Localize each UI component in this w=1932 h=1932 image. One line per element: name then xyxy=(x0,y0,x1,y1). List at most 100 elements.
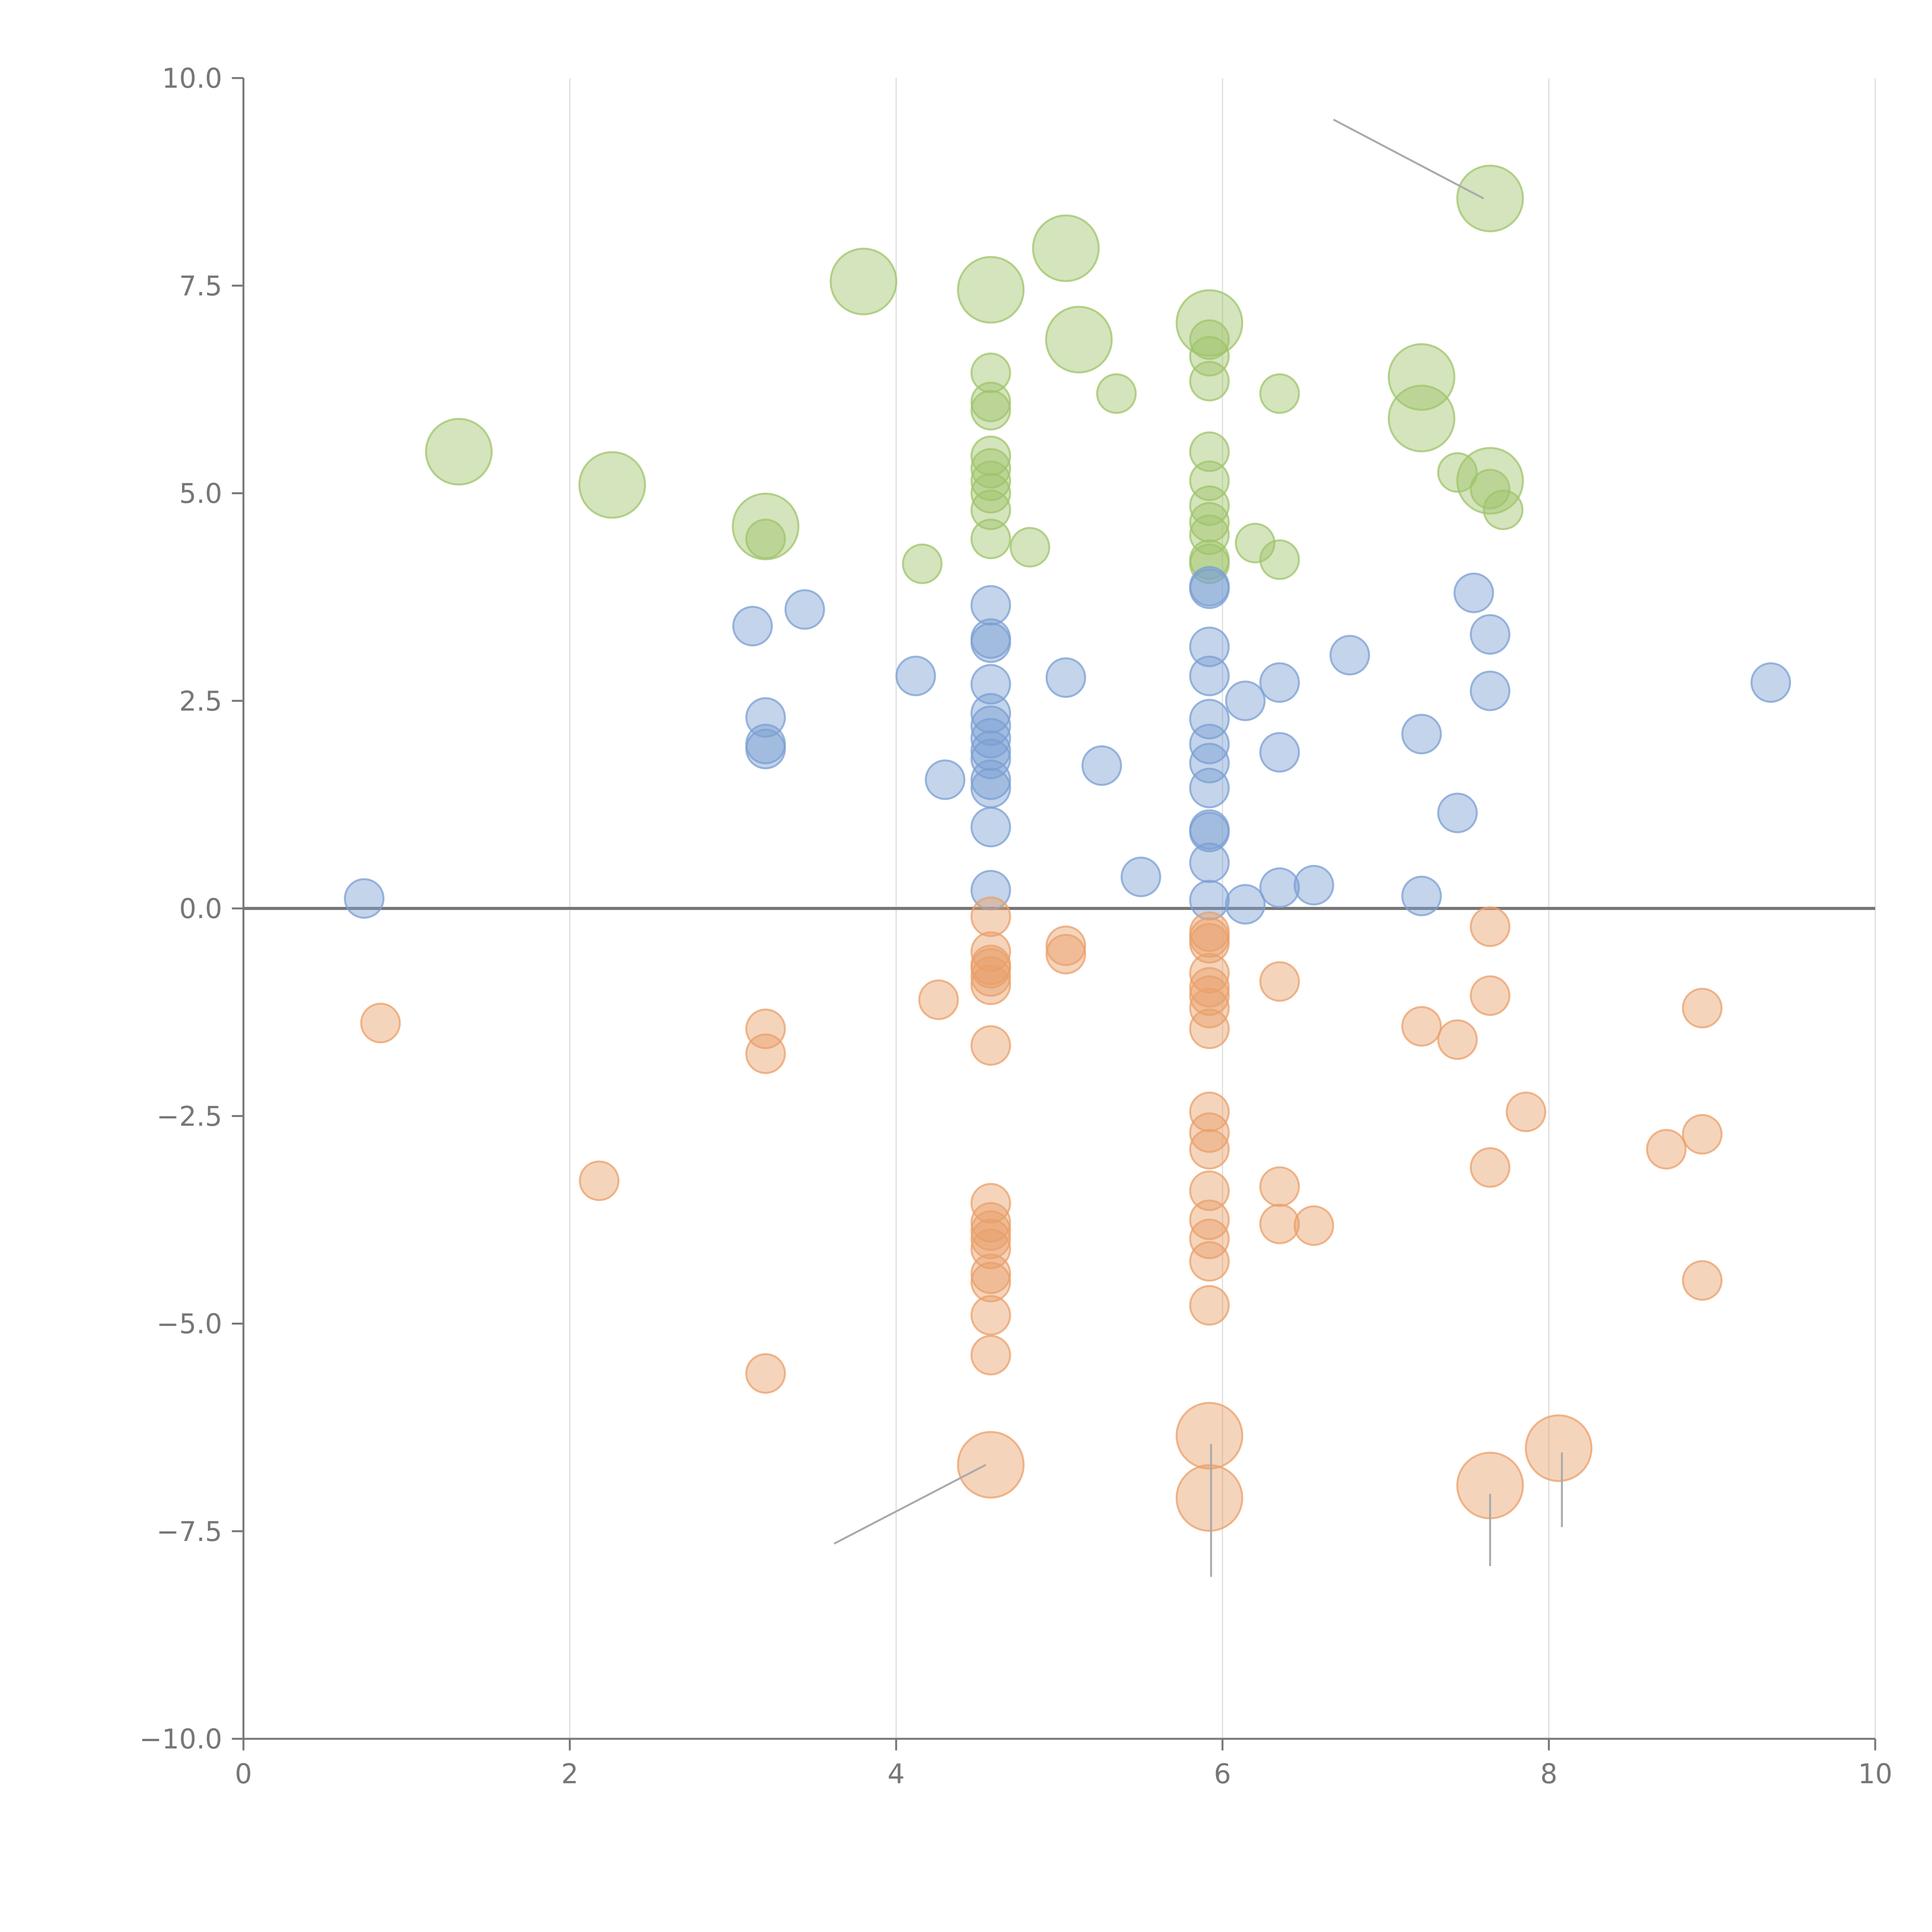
data-point xyxy=(970,759,1011,800)
leader-lines xyxy=(833,119,1563,1577)
leader-line xyxy=(1333,119,1484,199)
data-point xyxy=(970,730,1011,771)
data-point xyxy=(1469,906,1510,947)
data-point xyxy=(1469,469,1510,510)
data-point xyxy=(970,460,1011,501)
y-tick-label: 0.0 xyxy=(179,893,222,925)
data-point xyxy=(1259,539,1300,580)
data-point xyxy=(344,878,385,919)
data-point xyxy=(1189,1112,1230,1153)
data-point xyxy=(1189,1009,1230,1049)
data-point xyxy=(1235,522,1276,563)
series-green xyxy=(425,165,1524,584)
data-point xyxy=(1329,635,1370,676)
data-point xyxy=(1259,732,1300,773)
data-point xyxy=(1225,680,1266,721)
data-point xyxy=(1483,489,1524,530)
data-point xyxy=(1401,1006,1442,1047)
series-orange xyxy=(360,896,1723,1532)
data-point xyxy=(970,1218,1011,1259)
data-point xyxy=(970,738,1011,779)
data-point xyxy=(745,1009,786,1049)
data-point xyxy=(1189,842,1230,883)
y-tick-label: 5.0 xyxy=(179,478,222,510)
data-point xyxy=(1682,1260,1723,1301)
y-tick-label: −5.0 xyxy=(156,1308,222,1340)
data-point xyxy=(1225,884,1266,925)
data-point xyxy=(360,1003,401,1044)
data-point xyxy=(1189,1285,1230,1326)
y-tick-label: 10.0 xyxy=(162,63,222,94)
data-point xyxy=(1469,670,1510,711)
data-point xyxy=(1189,336,1230,377)
data-point xyxy=(1456,165,1524,233)
data-point xyxy=(731,492,799,560)
data-point xyxy=(745,1033,786,1074)
data-point xyxy=(579,1160,620,1201)
data-point xyxy=(1469,975,1510,1016)
x-tick-label: 2 xyxy=(561,1758,578,1790)
data-point xyxy=(784,589,825,630)
data-point xyxy=(1469,614,1510,655)
data-point xyxy=(745,728,786,769)
data-point xyxy=(1189,460,1230,501)
data-point xyxy=(970,693,1011,734)
data-point xyxy=(1189,975,1230,1016)
data-point xyxy=(970,390,1011,431)
data-point xyxy=(1259,867,1300,908)
data-point xyxy=(1189,1241,1230,1282)
data-point xyxy=(1437,1019,1478,1060)
data-point xyxy=(970,473,1011,514)
data-point xyxy=(970,1335,1011,1376)
data-point xyxy=(745,519,786,560)
data-point xyxy=(1045,934,1086,975)
data-point xyxy=(970,622,1011,663)
data-point xyxy=(1175,1402,1243,1470)
data-point xyxy=(1189,626,1230,667)
data-point xyxy=(970,1210,1011,1251)
data-point xyxy=(1189,923,1230,964)
data-point xyxy=(970,767,1011,808)
x-tick-label: 10 xyxy=(1858,1758,1892,1790)
data-point xyxy=(902,543,943,584)
data-point xyxy=(970,448,1011,489)
data-point xyxy=(970,352,1011,393)
data-point xyxy=(1401,876,1442,917)
data-point xyxy=(578,451,646,519)
data-point xyxy=(957,256,1025,324)
data-point xyxy=(1189,1170,1230,1211)
x-axis-ticks: 0 2 4 6 8 10 xyxy=(235,1739,1893,1790)
data-point xyxy=(1032,214,1100,282)
data-point xyxy=(1388,384,1456,452)
data-point xyxy=(918,979,959,1020)
data-point xyxy=(1189,319,1230,360)
data-point xyxy=(970,956,1011,997)
data-point xyxy=(1646,1129,1687,1170)
data-point xyxy=(1189,880,1230,921)
data-point xyxy=(1401,714,1442,755)
x-tick-label: 4 xyxy=(888,1758,905,1790)
data-point xyxy=(425,418,493,486)
x-tick-label: 0 xyxy=(235,1758,252,1790)
data-point xyxy=(830,248,898,316)
data-point xyxy=(1189,767,1230,808)
data-point xyxy=(970,931,1011,972)
data-point xyxy=(1259,1204,1300,1245)
data-point xyxy=(1259,373,1300,414)
data-point xyxy=(1259,662,1300,703)
data-point xyxy=(1189,361,1230,401)
data-point xyxy=(745,1353,786,1394)
y-tick-label: −10.0 xyxy=(139,1723,222,1755)
data-point xyxy=(1189,967,1230,1008)
data-point xyxy=(1045,925,1086,966)
series-blue xyxy=(344,566,1791,925)
data-point xyxy=(1750,662,1791,703)
data-points xyxy=(344,165,1791,1532)
data-point xyxy=(1525,1414,1593,1482)
data-point xyxy=(970,1295,1011,1336)
data-point xyxy=(970,896,1011,937)
data-point xyxy=(1437,793,1478,833)
data-point xyxy=(1081,745,1122,786)
data-point xyxy=(1175,1464,1243,1532)
